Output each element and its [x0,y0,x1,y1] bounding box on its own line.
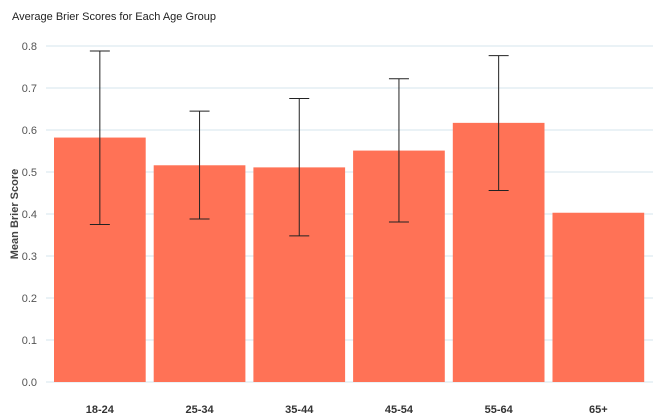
y-axis-title: Mean Brier Score [9,169,21,259]
chart-title: Average Brier Scores for Each Age Group [12,11,217,23]
error-bar-18-24 [89,50,110,225]
x-tick-label-45-54: 45-54 [385,404,414,416]
y-tick-label: 0.3 [22,251,37,263]
error-bars [89,50,509,237]
error-bar-55-64 [488,55,509,191]
x-tick-label-18-24: 18-24 [86,404,115,416]
y-axis-ticks: 0.0 0.1 0.2 0.3 0.4 0.5 0.6 0.7 0.8 [22,41,37,389]
grid-lines [46,45,653,383]
y-tick-label: 0.0 [22,377,37,389]
bar-65+ [552,212,645,382]
error-bar-25-34 [189,110,210,220]
y-tick-label: 0.2 [22,293,37,305]
y-tick-label: 0.8 [22,41,37,53]
x-tick-label-35-44: 35-44 [285,404,314,416]
x-tick-label-25-34: 25-34 [185,404,214,416]
bars [54,122,645,383]
error-bar-35-44 [289,98,310,237]
y-tick-label: 0.5 [22,167,37,179]
x-tick-label-55-64: 55-64 [485,404,514,416]
x-tick-label-65+: 65+ [589,404,608,416]
y-tick-label: 0.6 [22,125,37,137]
x-axis-ticks: 18-24 25-34 35-44 45-54 55-64 65+ [86,404,608,416]
error-bar-45-54 [388,78,409,223]
y-tick-label: 0.1 [22,335,37,347]
y-tick-label: 0.4 [22,209,37,221]
y-tick-label: 0.7 [22,83,37,95]
